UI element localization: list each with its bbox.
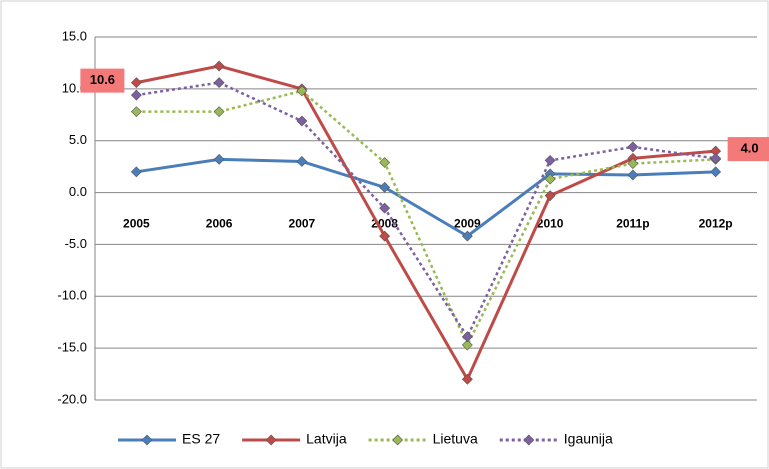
data-point xyxy=(461,331,473,343)
data-point xyxy=(379,230,391,242)
data-point xyxy=(213,60,225,72)
data-label-box xyxy=(80,68,125,93)
data-point xyxy=(710,166,722,178)
data-point xyxy=(213,106,225,118)
legend-item: ES 27 xyxy=(118,431,220,447)
x-tick-label: 2005 xyxy=(123,217,150,231)
data-point xyxy=(130,106,142,118)
data-label: 10.6 xyxy=(90,72,115,87)
legend-label: Lietuva xyxy=(433,431,478,447)
data-point xyxy=(461,230,473,242)
x-tick-label: 2009 xyxy=(454,217,481,231)
x-tick-label: 2007 xyxy=(289,217,316,231)
legend-marker xyxy=(141,434,153,446)
data-point xyxy=(213,153,225,165)
data-point xyxy=(710,152,722,164)
data-label-box xyxy=(727,137,769,162)
x-tick-label: 2010 xyxy=(537,217,564,231)
data-point xyxy=(544,190,556,202)
y-tick-label: -20.0 xyxy=(57,391,87,406)
y-tick-label: 0.0 xyxy=(69,184,87,199)
y-tick-label: -5.0 xyxy=(65,236,87,251)
legend-item: Igaunija xyxy=(499,431,613,447)
data-point xyxy=(296,85,308,97)
legend-label: ES 27 xyxy=(182,431,220,447)
data-point xyxy=(461,373,473,385)
data-point xyxy=(130,89,142,101)
data-point xyxy=(379,157,391,168)
series-line xyxy=(136,89,716,348)
data-point xyxy=(544,173,556,185)
x-tick-label: 2011p xyxy=(616,217,649,231)
data-point xyxy=(379,181,391,193)
x-tick-label: 2006 xyxy=(206,217,233,231)
data-point xyxy=(627,158,639,169)
legend-item: Latvija xyxy=(242,431,347,447)
data-point xyxy=(213,77,225,89)
legend-item: Lietuva xyxy=(368,431,478,447)
data-label: 4.0 xyxy=(741,141,759,156)
data-point xyxy=(461,339,473,351)
data-point xyxy=(296,156,308,167)
legend-marker xyxy=(523,434,535,446)
data-point xyxy=(379,202,391,214)
y-tick-label: -15.0 xyxy=(57,340,87,355)
data-point xyxy=(130,166,142,178)
series-line xyxy=(136,64,716,383)
data-point xyxy=(130,77,142,89)
x-tick-label: 2012p xyxy=(699,217,733,231)
data-point xyxy=(627,141,639,153)
y-tick-label: 5.0 xyxy=(69,132,87,147)
y-tick-label: -10.0 xyxy=(57,288,87,303)
legend-marker xyxy=(265,434,277,446)
legend-marker xyxy=(392,434,404,446)
data-point xyxy=(627,169,639,181)
legend-label: Igaunija xyxy=(564,431,613,447)
data-point xyxy=(296,115,308,127)
data-point xyxy=(544,154,556,166)
series-line xyxy=(136,157,716,238)
y-tick-label: 15.0 xyxy=(62,28,87,43)
legend-label: Latvija xyxy=(306,431,347,447)
series-line xyxy=(136,81,716,340)
